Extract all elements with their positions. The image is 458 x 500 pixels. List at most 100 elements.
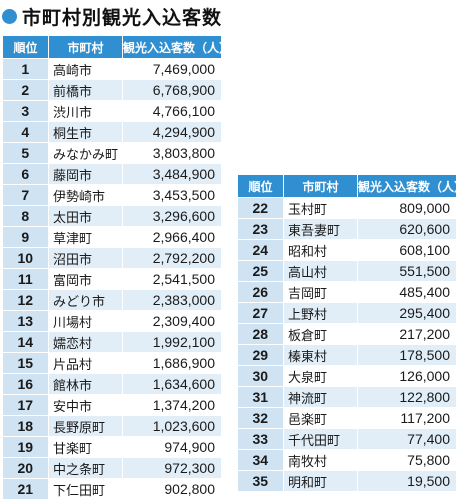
visitors-cell: 117,200 (357, 407, 457, 429)
visitors-cell: 2,792,200 (122, 247, 222, 269)
city-cell: 太田市 (48, 205, 123, 227)
header-city: 市町村 (48, 35, 123, 59)
visitors-cell: 608,100 (357, 239, 457, 261)
rank-cell: 2 (2, 79, 49, 101)
visitors-cell: 1,686,900 (122, 352, 222, 374)
table-row: 15 片品村 1,686,900 (2, 352, 222, 374)
table-row: 10 沼田市 2,792,200 (2, 247, 222, 269)
city-cell: みどり市 (48, 289, 123, 311)
rank-cell: 32 (237, 407, 284, 429)
rank-cell: 8 (2, 205, 49, 227)
visitors-cell: 809,000 (357, 197, 457, 219)
visitors-cell: 2,966,400 (122, 226, 222, 248)
table-row: 12 みどり市 2,383,000 (2, 289, 222, 311)
city-cell: 伊勢崎市 (48, 184, 123, 206)
city-cell: 藤岡市 (48, 163, 123, 185)
rank-cell: 21 (2, 478, 49, 500)
rank-cell: 28 (237, 323, 284, 345)
rank-cell: 33 (237, 428, 284, 450)
city-cell: 明和町 (283, 470, 358, 492)
visitors-cell: 178,500 (357, 344, 457, 366)
city-cell: 中之条町 (48, 457, 123, 479)
city-cell: 神流町 (283, 386, 358, 408)
visitors-cell: 620,600 (357, 218, 457, 240)
table-row: 2 前橋市 6,768,900 (2, 79, 222, 101)
rank-cell: 31 (237, 386, 284, 408)
visitors-cell: 3,484,900 (122, 163, 222, 185)
visitors-cell: 974,900 (122, 436, 222, 458)
table-row: 7 伊勢崎市 3,453,500 (2, 184, 222, 206)
city-cell: 板倉町 (283, 323, 358, 345)
rank-cell: 17 (2, 394, 49, 416)
visitors-cell: 485,400 (357, 281, 457, 303)
city-cell: 吉岡町 (283, 281, 358, 303)
header-visitors: 観光入込客数（人） (357, 174, 458, 198)
visitors-cell: 1,634,600 (122, 373, 222, 395)
table-row: 1 高崎市 7,469,000 (2, 58, 222, 80)
visitors-cell: 75,800 (357, 449, 457, 471)
visitors-cell: 3,453,500 (122, 184, 222, 206)
visitors-cell: 2,383,000 (122, 289, 222, 311)
city-cell: 前橋市 (48, 79, 123, 101)
city-cell: 草津町 (48, 226, 123, 248)
visitors-cell: 3,296,600 (122, 205, 222, 227)
header-visitors: 観光入込客数（人） (122, 35, 231, 59)
visitors-cell: 19,500 (357, 470, 457, 492)
rank-cell: 23 (237, 218, 284, 240)
rank-cell: 20 (2, 457, 49, 479)
rank-cell: 35 (237, 470, 284, 492)
city-cell: 長野原町 (48, 415, 123, 437)
rank-cell: 19 (2, 436, 49, 458)
city-cell: 上野村 (283, 302, 358, 324)
city-cell: 南牧村 (283, 449, 358, 471)
city-cell: 邑楽町 (283, 407, 358, 429)
city-cell: 富岡市 (48, 268, 123, 290)
ranking-table-left: 順位 市町村 観光入込客数（人） 1 高崎市 7,469,000 2 前橋市 6,768,… (2, 35, 231, 500)
table-header-row: 順位 市町村 観光入込客数（人） (237, 174, 458, 198)
table-row: 22 玉村町 809,000 (237, 197, 457, 219)
table-row: 9 草津町 2,966,400 (2, 226, 222, 248)
table-row: 20 中之条町 972,300 (2, 457, 222, 479)
city-cell: 高山村 (283, 260, 358, 282)
table-row: 11 富岡市 2,541,500 (2, 268, 222, 290)
visitors-cell: 126,000 (357, 365, 457, 387)
rank-cell: 25 (237, 260, 284, 282)
city-cell: 玉村町 (283, 197, 358, 219)
city-cell: 嬬恋村 (48, 331, 123, 353)
visitors-cell: 2,541,500 (122, 268, 222, 290)
table-row: 4 桐生市 4,294,900 (2, 121, 222, 143)
city-cell: 東吾妻町 (283, 218, 358, 240)
rank-cell: 10 (2, 247, 49, 269)
table-row: 29 榛東村 178,500 (237, 344, 457, 366)
table-row: 13 川場村 2,309,400 (2, 310, 222, 332)
rank-cell: 34 (237, 449, 284, 471)
rank-cell: 26 (237, 281, 284, 303)
rank-cell: 27 (237, 302, 284, 324)
table-header-row: 順位 市町村 観光入込客数（人） (2, 35, 231, 59)
rank-cell: 14 (2, 331, 49, 353)
table-row: 33 千代田町 77,400 (237, 428, 457, 450)
table-row: 27 上野村 295,400 (237, 302, 457, 324)
visitors-cell: 1,374,200 (122, 394, 222, 416)
visitors-cell: 122,800 (357, 386, 457, 408)
table-row: 5 みなかみ町 3,803,800 (2, 142, 222, 164)
table-row: 26 吉岡町 485,400 (237, 281, 457, 303)
table-body-left: 1 高崎市 7,469,000 2 前橋市 6,768,900 3 渋川市 4,766,100 4… (2, 58, 222, 500)
visitors-cell: 217,200 (357, 323, 457, 345)
table-row: 16 館林市 1,634,600 (2, 373, 222, 395)
visitors-cell: 2,309,400 (122, 310, 222, 332)
table-row: 8 太田市 3,296,600 (2, 205, 222, 227)
table-row: 17 安中市 1,374,200 (2, 394, 222, 416)
rank-cell: 12 (2, 289, 49, 311)
city-cell: 高崎市 (48, 58, 123, 80)
visitors-cell: 4,766,100 (122, 100, 222, 122)
table-row: 6 藤岡市 3,484,900 (2, 163, 222, 185)
table-row: 24 昭和村 608,100 (237, 239, 457, 261)
city-cell: 安中市 (48, 394, 123, 416)
visitors-cell: 1,023,600 (122, 415, 222, 437)
table-row: 35 明和町 19,500 (237, 470, 457, 492)
rank-cell: 5 (2, 142, 49, 164)
city-cell: 下仁田町 (48, 478, 123, 500)
rank-cell: 11 (2, 268, 49, 290)
city-cell: 渋川市 (48, 100, 123, 122)
